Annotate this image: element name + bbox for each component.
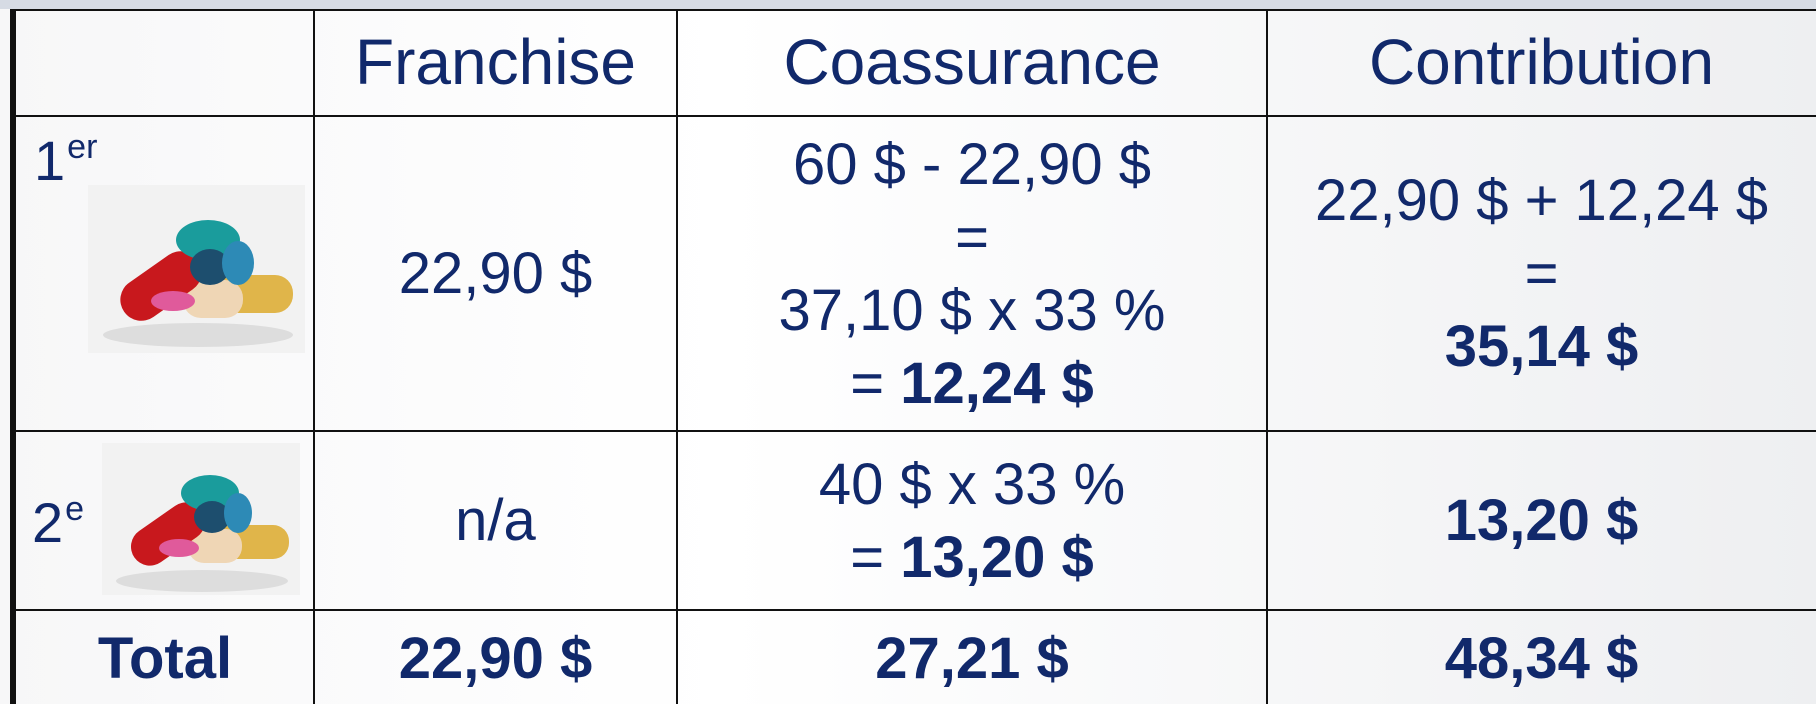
franchise-cell: 22,90 $ — [314, 116, 677, 431]
pills-image — [102, 443, 300, 595]
cell-text: 37,10 $ x 33 % — [779, 278, 1166, 343]
cell-text: 60 $ - 22,90 $ — [793, 132, 1151, 197]
header-cell: Coassurance — [677, 9, 1267, 116]
cell-text: = — [850, 525, 884, 590]
row-label-suffix: er — [67, 128, 97, 166]
cell-bold-text: 35,14 $ — [1445, 314, 1639, 379]
pills-image — [88, 185, 305, 353]
cell-line: = — [955, 201, 989, 274]
cell-line: = — [1525, 237, 1559, 310]
cell-text: n/a — [455, 488, 536, 553]
row-label-number: 2 — [32, 491, 63, 554]
table: Franchise Coassurance Contribution 1er 22,90… — [0, 0, 1816, 704]
page: Franchise Coassurance Contribution 1er 22,90… — [0, 0, 1816, 704]
border — [10, 9, 16, 704]
cell-bold-text: 12,24 $ — [900, 351, 1094, 416]
cell-line: = 12,24 $ — [850, 347, 1094, 420]
total-value: 27,21 $ — [875, 622, 1069, 695]
header-text: Franchise — [355, 26, 636, 99]
cell-line: 35,14 $ — [1445, 310, 1639, 383]
total-label-cell: Total — [16, 610, 314, 704]
row-label-suffix: e — [65, 490, 84, 528]
cell-text: = — [850, 351, 884, 416]
cell-text: 22,90 $ — [399, 241, 593, 306]
total-cell: 27,21 $ — [677, 610, 1267, 704]
header-cell: Franchise — [314, 9, 677, 116]
cell-line: n/a — [455, 484, 536, 557]
franchise-cell: n/a — [314, 431, 677, 610]
cell-line: 22,90 $ — [399, 237, 593, 310]
cell-text: = — [1525, 241, 1559, 306]
total-value: 48,34 $ — [1445, 622, 1639, 695]
total-cell: 22,90 $ — [314, 610, 677, 704]
cell-text: 40 $ x 33 % — [819, 452, 1125, 517]
cell-bold-text: 13,20 $ — [1445, 488, 1639, 553]
cell-text: = — [955, 205, 989, 270]
header-text: Coassurance — [783, 26, 1160, 99]
row-label: 1er — [34, 128, 97, 193]
coassurance-cell: 40 $ x 33 %= 13,20 $ — [677, 431, 1267, 610]
cell-line: = 13,20 $ — [850, 521, 1094, 594]
coassurance-cell: 60 $ - 22,90 $=37,10 $ x 33 %= 12,24 $ — [677, 116, 1267, 431]
cell-bold-text: 13,20 $ — [900, 525, 1094, 590]
cell-line: 13,20 $ — [1445, 484, 1639, 557]
cell-line: 22,90 $ + 12,24 $ — [1315, 164, 1768, 237]
cell-line: 40 $ x 33 % — [819, 448, 1125, 521]
contribution-cell: 22,90 $ + 12,24 $ = 35,14 $ — [1267, 116, 1816, 431]
header-text: Contribution — [1369, 26, 1714, 99]
total-cell: 48,34 $ — [1267, 610, 1816, 704]
cell-text: 22,90 $ + 12,24 $ — [1315, 168, 1768, 233]
cell-line: 37,10 $ x 33 % — [779, 274, 1166, 347]
row-label: 2e — [32, 490, 84, 555]
total-label: Total — [98, 622, 232, 695]
row-label-number: 1 — [34, 129, 65, 192]
header-cell: Contribution — [1267, 9, 1816, 116]
cell-line: 60 $ - 22,90 $ — [793, 128, 1151, 201]
contribution-cell: 13,20 $ — [1267, 431, 1816, 610]
total-value: 22,90 $ — [399, 622, 593, 695]
